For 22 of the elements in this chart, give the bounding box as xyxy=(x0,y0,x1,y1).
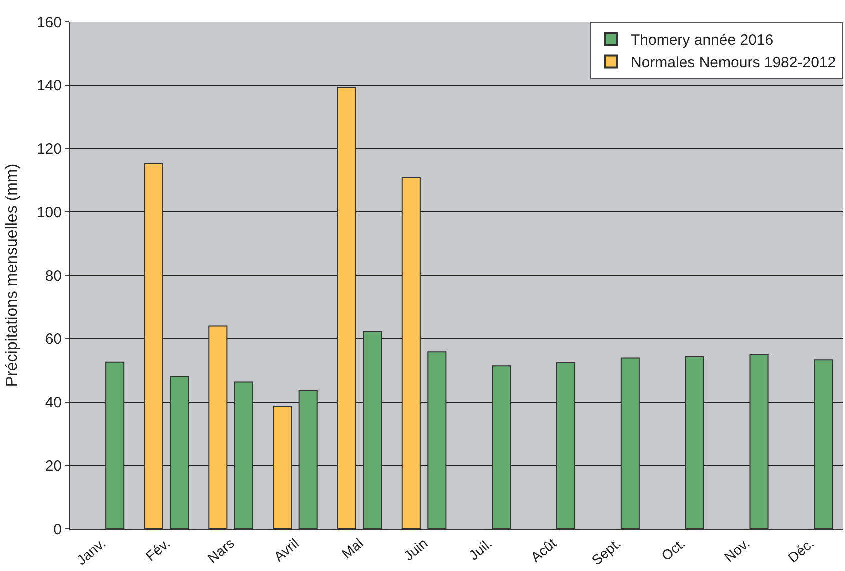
x-tick-label: Juin xyxy=(400,535,431,564)
x-tick-label: Sept. xyxy=(588,535,624,568)
y-tick-label: 0 xyxy=(54,521,62,538)
y-tick-label: 20 xyxy=(45,458,62,475)
x-tick-label: Nov. xyxy=(721,535,753,566)
x-tick-label: Oct. xyxy=(658,535,688,564)
y-tick-label: 120 xyxy=(36,141,62,158)
x-tick-label: Fév. xyxy=(142,535,174,564)
x-tick-label: Déc. xyxy=(784,535,818,566)
legend-label: Thomery année 2016 xyxy=(631,32,774,50)
y-tick-label: 80 xyxy=(45,268,62,285)
y-tick-label: 160 xyxy=(36,14,62,32)
legend-label: Normales Nemours 1982-2012 xyxy=(631,54,836,72)
x-tick-label: Janv. xyxy=(74,535,109,568)
y-tick-label: 40 xyxy=(45,394,62,412)
x-tick-label: Nars xyxy=(204,535,238,566)
y-tick-label: 60 xyxy=(45,331,62,348)
x-tick-label: Mal xyxy=(338,535,366,562)
x-tick-label: Juil. xyxy=(466,535,496,564)
y-tick-label: 140 xyxy=(36,78,62,95)
y-tick-label: 100 xyxy=(36,204,62,222)
y-axis-title: Précipitations mensuelles (mm) xyxy=(4,164,21,388)
